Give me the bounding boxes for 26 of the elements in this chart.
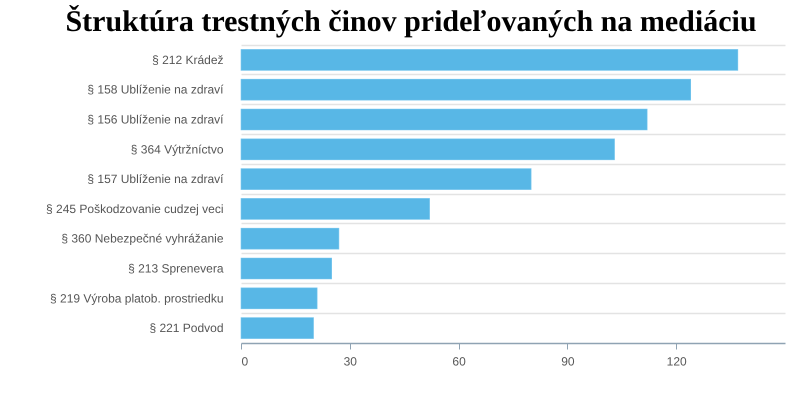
chart-title: Štruktúra trestných činov prideľovaných na mediáciu — [65, 4, 757, 38]
x-tick-label: 0 — [242, 354, 248, 368]
x-tick-label: 60 — [452, 354, 466, 368]
x-tick-label: 30 — [344, 354, 358, 368]
y-tick-label: § 157 Ublíženie na zdraví — [87, 172, 224, 186]
bar — [240, 228, 340, 250]
bar — [240, 78, 692, 100]
y-tick-label: § 221 Podvod — [149, 321, 224, 336]
y-tick-label: § 360 Nebezpečné vyhrážanie — [61, 232, 224, 246]
bar — [240, 198, 430, 220]
bar — [240, 317, 314, 339]
y-tick-label: § 245 Poškodzovanie cudzej veci — [46, 202, 224, 216]
x-tick-label: 120 — [666, 354, 688, 368]
y-tick-label: § 156 Ublíženie na zdraví — [87, 112, 224, 126]
bar — [240, 288, 318, 310]
bar — [240, 138, 615, 160]
bar — [240, 258, 332, 280]
y-tick-label: § 213 Sprenevera — [128, 262, 224, 276]
y-tick-label: § 212 Krádež — [152, 52, 224, 67]
y-tick-label: § 158 Ublíženie na zdraví — [87, 82, 224, 97]
bar — [240, 49, 738, 71]
x-tick-label: 90 — [561, 354, 575, 368]
y-tick-label: § 219 Výroba platob. prostriedku — [50, 291, 224, 306]
y-tick-label: § 364 Výtržníctvo — [130, 142, 224, 156]
bar — [240, 108, 648, 130]
bar — [240, 168, 532, 190]
